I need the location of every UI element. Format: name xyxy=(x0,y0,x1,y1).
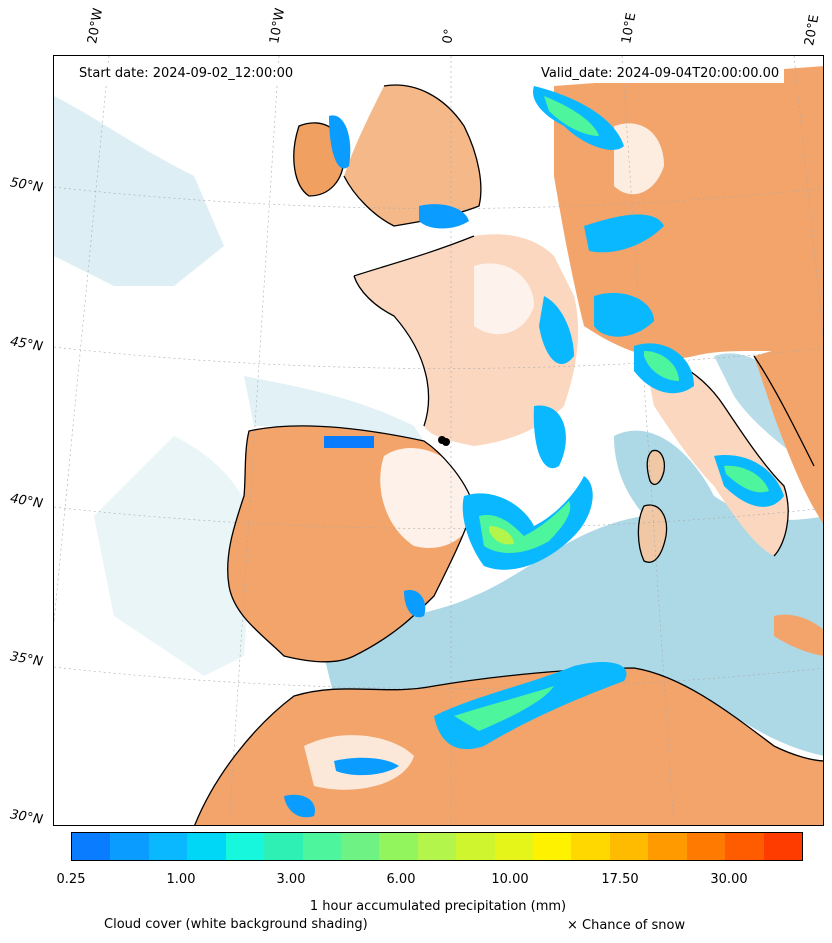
valid-date-label: Valid_date: 2024-09-04T20:00:00.00 xyxy=(536,64,785,83)
colorbar-swatch xyxy=(148,833,188,860)
colorbar-swatch xyxy=(763,833,803,860)
meridian-10w xyxy=(228,56,280,825)
map-panel xyxy=(53,55,824,826)
colorbar-tick-label: 30.00 xyxy=(710,872,748,887)
atlantic-sea-shading xyxy=(54,96,224,286)
precip-cell xyxy=(454,686,554,731)
map-canvas xyxy=(54,56,823,825)
colorbar-swatch xyxy=(648,833,687,860)
atlantic-sea-shading-south xyxy=(94,436,254,676)
colorbar-swatch xyxy=(187,833,226,860)
colorbar-swatch xyxy=(609,833,649,860)
lon-label-20w: 20°W xyxy=(85,7,107,46)
colorbar-swatch xyxy=(725,833,764,860)
snow-chance-note: × Chance of snow xyxy=(567,918,686,933)
colorbar-tick-label: 0.25 xyxy=(56,872,86,887)
colorbar-swatch xyxy=(110,833,149,860)
precip-cell xyxy=(533,405,566,469)
precip-cell xyxy=(489,526,514,545)
precip-cell xyxy=(584,214,664,253)
colorbar-swatch xyxy=(225,833,265,860)
precip-cell xyxy=(544,96,599,136)
precipitation-cells xyxy=(284,86,784,818)
parallel-35n xyxy=(54,666,823,689)
coastline-sardinia xyxy=(637,504,668,563)
colorbar-swatch xyxy=(302,833,341,860)
snow-marker xyxy=(442,438,450,446)
parallel-45n xyxy=(54,346,823,369)
lon-label-20e: 20°E xyxy=(802,13,823,47)
precip-cell xyxy=(539,296,574,365)
lat-label-45n: 45°N xyxy=(8,334,44,355)
snow-marker-cluster xyxy=(438,436,450,446)
precip-cell xyxy=(284,794,315,818)
colorbar-tick-label: 1.00 xyxy=(166,872,196,887)
colorbar-swatch xyxy=(340,833,380,860)
lon-label-0: 0° xyxy=(440,27,458,45)
precipitation-colorbar xyxy=(71,832,803,861)
precip-cell xyxy=(329,115,351,169)
coastline-north-africa xyxy=(194,667,823,825)
colorbar-swatch xyxy=(571,833,610,860)
colorbar-tick-label: 3.00 xyxy=(276,872,306,887)
lon-label-10e: 10°E xyxy=(619,11,640,45)
colorbar-swatch xyxy=(494,833,534,860)
precip-cell xyxy=(404,590,426,618)
colorbar-swatch xyxy=(264,833,303,860)
coastline-balkans xyxy=(753,355,815,467)
colorbar-swatch xyxy=(456,833,495,860)
start-date-label: Start date: 2024-09-02_12:00:00 xyxy=(74,64,299,83)
cloud-patch xyxy=(474,263,534,335)
graticule xyxy=(54,56,823,825)
precip-cell xyxy=(724,465,769,493)
cloud-patch xyxy=(614,123,664,195)
lon-label-10w: 10°W xyxy=(267,7,289,46)
coastline-britain xyxy=(343,84,482,227)
precip-cell xyxy=(324,436,374,448)
colorbar-title: 1 hour accumulated precipitation (mm) xyxy=(309,899,567,914)
land-britain xyxy=(344,85,481,227)
colorbar-swatch xyxy=(417,833,457,860)
land-sardinia xyxy=(638,505,667,563)
lat-label-30n: 30°N xyxy=(8,807,44,828)
precip-cell xyxy=(644,351,679,381)
lat-label-40n: 40°N xyxy=(8,491,44,512)
coastline-corsica xyxy=(646,449,666,485)
coastline-iberia xyxy=(227,425,475,663)
colorbar-swatch xyxy=(533,833,572,860)
precip-cell xyxy=(594,292,654,337)
colorbar-swatch xyxy=(686,833,726,860)
land-corsica xyxy=(647,450,665,485)
lat-label-50n: 50°N xyxy=(8,175,44,196)
cloud-cover-note: Cloud cover (white background shading) xyxy=(104,917,368,932)
lat-label-35n: 35°N xyxy=(8,649,44,670)
precip-cell xyxy=(334,757,399,776)
precip-cell xyxy=(419,204,469,229)
colorbar-tick-label: 6.00 xyxy=(386,872,416,887)
coastline-france xyxy=(353,235,475,427)
colorbar-tick-label: 10.00 xyxy=(491,872,529,887)
parallel-40n xyxy=(54,506,823,529)
colorbar-swatch xyxy=(379,833,418,860)
land-sicily xyxy=(774,614,823,656)
meridian-10e xyxy=(621,56,675,825)
colorbar-tick-label: 17.50 xyxy=(601,872,639,887)
cloud-patch xyxy=(380,447,476,548)
colorbar-swatch xyxy=(72,833,111,860)
bay-of-biscay xyxy=(244,376,424,441)
